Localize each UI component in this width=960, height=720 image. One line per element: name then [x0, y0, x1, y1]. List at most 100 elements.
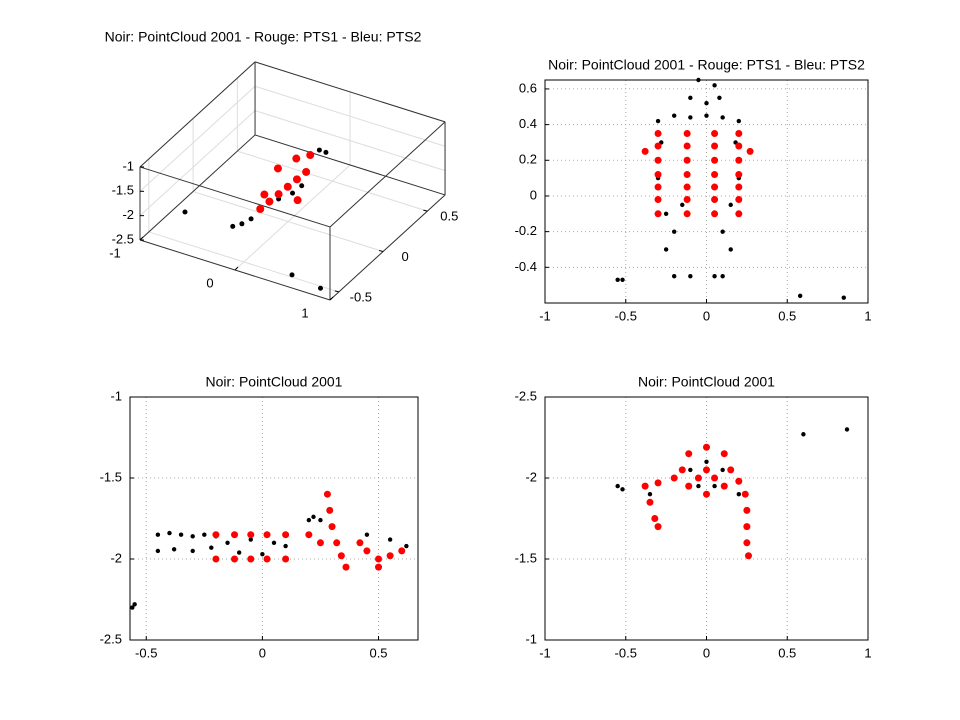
point: [743, 523, 751, 531]
point: [696, 483, 701, 489]
point: [711, 474, 719, 482]
point: [260, 551, 265, 557]
point: [202, 532, 207, 537]
point: [744, 552, 752, 560]
point: [683, 142, 691, 150]
point: [130, 605, 135, 610]
y-tick-label: -0.4: [515, 259, 537, 274]
point: [654, 210, 662, 218]
point: [736, 492, 741, 497]
point: [318, 517, 323, 523]
point: [356, 539, 364, 547]
point: [720, 482, 728, 490]
grid-line: [192, 191, 384, 252]
point: [680, 202, 685, 208]
axes-box: [544, 396, 869, 641]
tick-mark: [139, 236, 144, 241]
point: [615, 277, 620, 283]
chart-title: Noir: PointCloud 2001: [206, 374, 343, 390]
y-tick-label: -0.2: [515, 223, 537, 238]
point: [711, 130, 719, 138]
tick-mark: [378, 250, 384, 253]
y-tick-label: -0.5: [350, 289, 372, 304]
point: [704, 100, 709, 106]
point: [703, 490, 710, 498]
x-tick-label: -1: [539, 645, 551, 660]
x-tick-label: 0: [259, 645, 266, 660]
y-tick-label: 0.5: [440, 209, 458, 224]
point: [683, 171, 691, 179]
point: [263, 531, 271, 539]
point: [273, 164, 282, 173]
point: [646, 498, 654, 506]
point: [672, 229, 677, 234]
point: [654, 156, 662, 164]
point: [212, 555, 220, 563]
point: [289, 272, 295, 278]
tick-mark: [334, 290, 339, 293]
point: [720, 229, 725, 234]
y-tick-label: -2.5: [515, 388, 537, 403]
box-edge: [139, 166, 331, 228]
point: [398, 547, 406, 555]
point: [735, 130, 743, 138]
point: [404, 543, 409, 549]
x-tick-label: 0.5: [778, 645, 796, 660]
point: [736, 118, 741, 124]
point: [741, 490, 749, 498]
point: [260, 190, 269, 199]
point: [712, 483, 717, 489]
point: [386, 552, 394, 560]
x-tick-label: -1: [539, 308, 551, 323]
y-tick-label: -2.5: [100, 631, 122, 646]
point: [712, 274, 717, 279]
point: [746, 147, 754, 155]
point: [311, 514, 316, 520]
point: [247, 555, 255, 563]
point: [375, 555, 383, 563]
grid-line: [139, 85, 256, 192]
point: [247, 531, 255, 539]
point: [844, 427, 850, 432]
point: [720, 467, 725, 473]
point: [654, 479, 662, 487]
point: [375, 563, 383, 571]
x-tick-label: 0: [206, 275, 213, 290]
point: [248, 216, 254, 222]
point: [190, 534, 195, 539]
point: [670, 474, 678, 482]
point: [364, 532, 370, 537]
y-tick-label: 0.4: [519, 116, 537, 131]
point: [230, 223, 236, 229]
point: [720, 115, 725, 120]
point: [743, 539, 751, 547]
grid-line: [139, 110, 256, 217]
point: [167, 530, 172, 536]
point: [683, 156, 691, 164]
point: [654, 171, 662, 179]
point: [323, 490, 331, 498]
x-tick-label: -0.5: [135, 645, 157, 660]
point: [683, 130, 691, 138]
point: [231, 531, 239, 539]
point: [672, 113, 677, 118]
point: [683, 183, 691, 191]
point: [155, 548, 161, 554]
point: [316, 147, 322, 153]
point: [696, 77, 701, 83]
point: [688, 467, 693, 473]
point: [720, 274, 725, 279]
point: [654, 142, 662, 150]
point: [735, 142, 743, 150]
point: [239, 221, 245, 227]
y-tick-label: 0.6: [519, 80, 537, 95]
point: [735, 156, 743, 164]
x-tick-label: 0: [703, 645, 710, 660]
tick-mark: [423, 209, 428, 212]
y-tick-label: -1.5: [515, 550, 537, 565]
box-edge: [254, 61, 446, 123]
point: [620, 487, 625, 492]
point: [306, 151, 315, 160]
y-tick-label: -1: [110, 388, 122, 403]
